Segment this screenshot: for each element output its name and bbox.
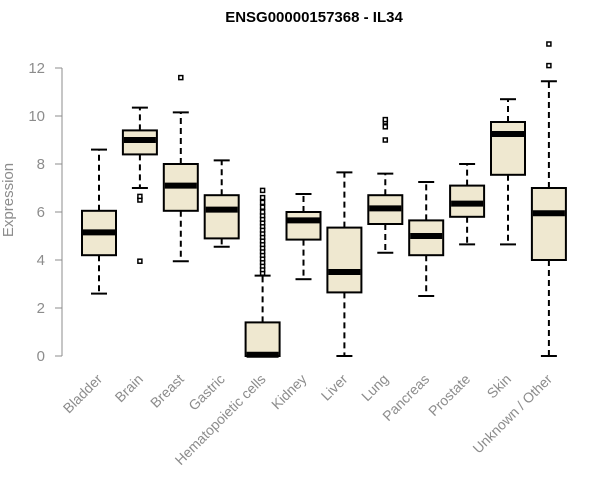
y-tick-label: 10 bbox=[28, 108, 45, 125]
chart-title: ENSG00000157368 - IL34 bbox=[225, 9, 403, 26]
outlier-point bbox=[137, 258, 143, 264]
box-unknown-other bbox=[530, 41, 567, 357]
outlier-point bbox=[259, 209, 266, 215]
outlier-point bbox=[546, 41, 552, 47]
y-axis-label: Expression bbox=[0, 163, 17, 237]
iqr-box bbox=[244, 321, 281, 357]
y-tick-label: 12 bbox=[28, 60, 45, 77]
iqr-box bbox=[285, 211, 322, 241]
x-tick-label: Bladder bbox=[60, 371, 106, 417]
box-hematopoietic-cells bbox=[244, 187, 281, 358]
outlier-point bbox=[259, 204, 266, 210]
x-tick-label: Liver bbox=[318, 371, 351, 404]
outlier-point bbox=[546, 62, 552, 69]
box-pancreas bbox=[408, 181, 445, 297]
box-gastric bbox=[203, 159, 240, 248]
outlier-point bbox=[382, 137, 389, 143]
outlier-point bbox=[382, 124, 389, 130]
outlier-point bbox=[137, 193, 143, 200]
box-liver bbox=[326, 171, 363, 357]
y-tick-label: 8 bbox=[37, 156, 45, 173]
x-tick-label: Kidney bbox=[268, 371, 310, 413]
iqr-box bbox=[530, 187, 567, 261]
iqr-box bbox=[326, 226, 363, 294]
y-tick-label: 6 bbox=[37, 204, 45, 221]
outlier-point bbox=[259, 199, 266, 206]
iqr-box bbox=[490, 121, 526, 176]
y-tick-label: 0 bbox=[37, 348, 45, 365]
outlier-point bbox=[178, 74, 184, 81]
x-tick-label: Breast bbox=[147, 371, 187, 411]
box-brain bbox=[121, 106, 158, 264]
box-bladder bbox=[81, 148, 117, 295]
y-tick-label: 2 bbox=[37, 300, 45, 317]
y-tick-label: 4 bbox=[37, 252, 45, 269]
y-axis: 0 2 4 6 8 10 12 bbox=[28, 60, 63, 365]
outlier-point bbox=[259, 194, 266, 201]
x-tick-label: Skin bbox=[484, 371, 515, 402]
x-tick-label: Lung bbox=[358, 371, 391, 404]
x-tick-label: Prostate bbox=[425, 371, 473, 419]
outlier-point bbox=[382, 116, 389, 123]
boxes-group bbox=[81, 41, 567, 358]
iqr-box bbox=[203, 194, 240, 240]
outlier-point bbox=[259, 187, 266, 194]
box-prostate bbox=[449, 163, 486, 246]
box-skin bbox=[490, 98, 526, 246]
box-lung bbox=[367, 116, 404, 254]
box-kidney bbox=[285, 193, 322, 281]
x-tick-label: Brain bbox=[112, 371, 146, 405]
box-breast bbox=[162, 74, 199, 263]
